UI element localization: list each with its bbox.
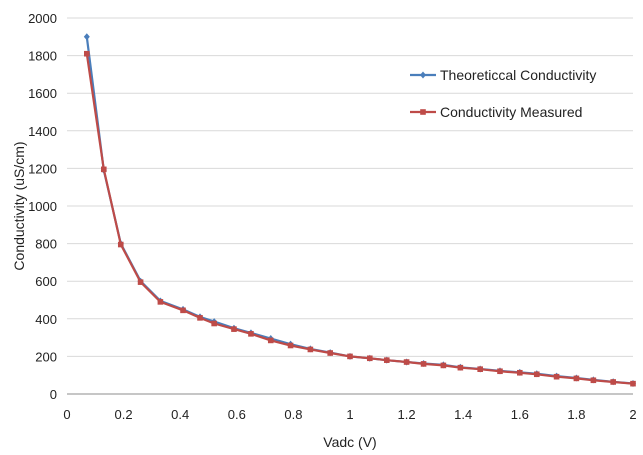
data-point xyxy=(630,380,636,387)
data-point xyxy=(367,355,373,362)
x-tick-label: 0.4 xyxy=(171,407,189,422)
data-point xyxy=(287,342,294,349)
y-tick-label: 1000 xyxy=(28,199,57,214)
legend-diamond-marker xyxy=(420,71,426,79)
data-point xyxy=(117,241,124,248)
data-point xyxy=(84,50,90,57)
legend-label-theoretical: Theoreticcal Conductivity xyxy=(440,67,596,83)
data-point xyxy=(307,346,314,353)
y-tick-label: 200 xyxy=(35,349,57,364)
data-point xyxy=(553,373,560,380)
x-tick-label: 1.4 xyxy=(454,407,472,422)
series-line xyxy=(85,36,634,385)
data-point xyxy=(231,326,237,332)
data-point xyxy=(573,375,580,382)
y-tick-label: 800 xyxy=(35,237,57,252)
data-point xyxy=(157,299,164,305)
data-point xyxy=(100,166,107,173)
y-tick-label: 1200 xyxy=(28,161,57,176)
data-point xyxy=(477,366,483,372)
data-point xyxy=(517,369,523,376)
x-tick-label: 0.8 xyxy=(284,407,302,422)
gridlines xyxy=(67,17,633,357)
legend-item-measured: Conductivity Measured xyxy=(410,104,582,120)
data-point xyxy=(457,364,464,371)
data-point xyxy=(248,331,254,337)
x-tick-labels: 0 0.2 0.4 0.6 0.8 1 1.2 1.4 1.6 1.8 2 xyxy=(63,407,636,422)
data-point xyxy=(403,359,410,365)
legend-item-theoretical: Theoreticcal Conductivity xyxy=(410,67,596,83)
x-tick-label: 1.6 xyxy=(511,407,529,422)
x-tick-label: 0 xyxy=(63,407,70,422)
data-point xyxy=(327,350,333,356)
legend-label-measured: Conductivity Measured xyxy=(440,104,582,120)
data-point xyxy=(137,279,144,285)
y-tick-label: 1400 xyxy=(28,124,57,139)
data-point xyxy=(211,320,217,327)
series-layer xyxy=(83,33,636,387)
data-point xyxy=(497,368,503,375)
data-point xyxy=(610,379,616,385)
x-axis-title: Vadc (V) xyxy=(323,434,376,450)
series-line xyxy=(85,53,634,385)
y-tick-label: 600 xyxy=(35,274,57,289)
x-tick-label: 0.2 xyxy=(115,407,133,422)
series-0 xyxy=(83,33,636,387)
data-point xyxy=(83,33,90,41)
data-point xyxy=(347,353,353,360)
data-point xyxy=(420,361,427,367)
data-point xyxy=(590,377,597,384)
data-point xyxy=(180,307,186,314)
series-1 xyxy=(84,50,636,387)
x-tick-label: 0.6 xyxy=(228,407,246,422)
x-tick-label: 2 xyxy=(629,407,636,422)
y-axis-title: Conductivity (uS/cm) xyxy=(11,141,27,270)
data-point xyxy=(267,337,274,344)
x-tick-label: 1.8 xyxy=(567,407,585,422)
y-tick-labels: 0 200 400 600 800 1000 1200 1400 1600 1800 2000 xyxy=(28,11,57,402)
y-tick-label: 0 xyxy=(50,387,57,402)
data-point xyxy=(533,371,540,378)
y-tick-label: 1600 xyxy=(28,86,57,101)
legend-square-marker xyxy=(420,109,426,115)
x-tick-label: 1.2 xyxy=(398,407,416,422)
y-tick-label: 1800 xyxy=(28,49,57,64)
data-point xyxy=(197,315,203,321)
data-point xyxy=(440,362,447,369)
y-tick-label: 2000 xyxy=(28,11,57,26)
legend: Theoreticcal Conductivity Conductivity M… xyxy=(410,67,596,120)
data-point xyxy=(383,357,390,363)
y-tick-label: 400 xyxy=(35,312,57,327)
x-tick-label: 1 xyxy=(346,407,353,422)
